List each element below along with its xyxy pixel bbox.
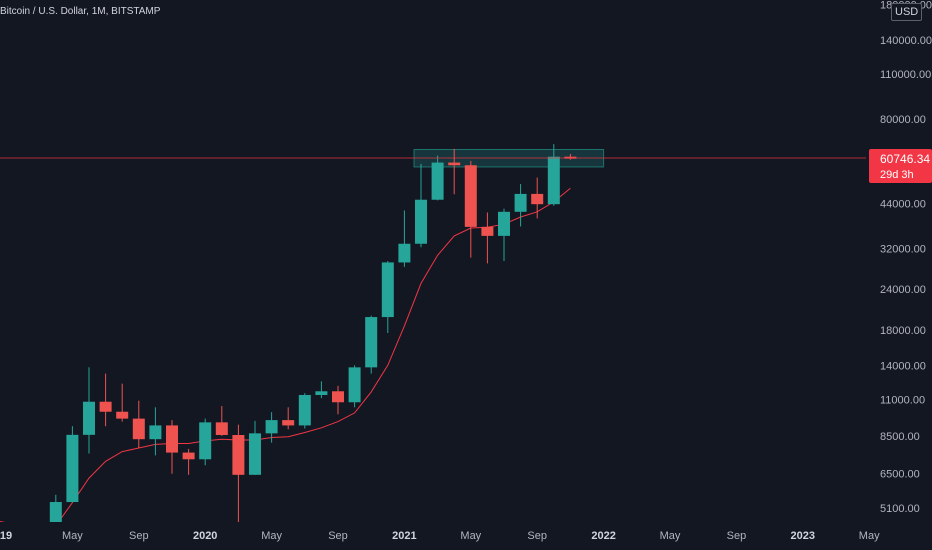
candle[interactable] <box>464 160 477 258</box>
candle[interactable] <box>547 144 560 206</box>
y-tick-label: 24000.00 <box>880 284 926 296</box>
y-tick-label: 14000.00 <box>880 360 926 372</box>
x-tick-label: 2021 <box>392 530 416 542</box>
candle[interactable] <box>498 208 510 261</box>
candle-body <box>232 434 245 475</box>
candle-body <box>531 193 544 205</box>
x-tick-label: May <box>261 530 282 542</box>
candle-body <box>332 391 344 403</box>
candle[interactable] <box>265 412 278 443</box>
candle[interactable] <box>199 418 212 466</box>
symbol-title: Bitcoin / U.S. Dollar, 1M, BITSTAMP <box>0 6 161 17</box>
y-tick-label: 6500.00 <box>880 469 920 481</box>
candle-body <box>66 434 79 503</box>
candle-body <box>149 425 162 440</box>
candle[interactable] <box>99 373 112 427</box>
candle-body <box>514 193 527 212</box>
x-tick-label: May <box>660 530 681 542</box>
candle[interactable] <box>431 155 444 201</box>
candle-body <box>481 226 494 236</box>
candle[interactable] <box>398 210 411 267</box>
candle-body <box>381 262 394 318</box>
y-tick-label: 140000.00 <box>880 35 932 47</box>
x-tick-label: 2020 <box>193 530 217 542</box>
candle-body <box>431 162 444 200</box>
candle-body <box>415 199 427 244</box>
candle[interactable] <box>448 148 461 195</box>
x-tick-label: May <box>460 530 481 542</box>
candle[interactable] <box>381 260 394 333</box>
candle[interactable] <box>182 448 195 475</box>
y-tick-label: 11000.00 <box>880 394 925 406</box>
candle[interactable] <box>66 426 79 503</box>
candle[interactable] <box>531 177 544 219</box>
candle-body <box>265 420 278 434</box>
candle[interactable] <box>348 365 361 408</box>
y-tick-label: 110000.00 <box>880 69 931 81</box>
x-tick-label: Sep <box>129 530 149 542</box>
candle[interactable] <box>249 420 261 475</box>
x-tick-label: Sep <box>527 530 547 542</box>
y-tick-label: 80000.00 <box>880 114 926 126</box>
candle-body <box>348 367 361 403</box>
candle-body <box>199 422 212 460</box>
candle-body <box>398 243 411 263</box>
last-price-label: 60746.34 29d 3h <box>869 149 932 183</box>
candle-body <box>365 317 378 368</box>
candle-body <box>464 165 477 227</box>
candle[interactable] <box>166 420 178 474</box>
candles <box>33 144 577 550</box>
candle-body <box>282 420 295 426</box>
candle[interactable] <box>232 424 245 526</box>
x-axis-panel[interactable] <box>0 522 866 550</box>
candle-body <box>298 394 311 426</box>
candle-body <box>116 411 129 419</box>
candle[interactable] <box>116 383 129 422</box>
candle-body <box>448 162 461 166</box>
y-tick-label: 8500.00 <box>880 431 920 443</box>
x-tick-label: 2022 <box>591 530 615 542</box>
candle[interactable] <box>215 405 228 436</box>
candle[interactable] <box>298 393 311 429</box>
candle[interactable] <box>332 385 344 415</box>
moving-average-line <box>0 187 571 530</box>
candle-body <box>83 401 95 435</box>
candle-body <box>249 433 261 475</box>
x-axis: 19 May Sep 2020 May Sep 2021 May Sep 2022 May Sep 20… <box>0 530 880 542</box>
x-tick-label: Sep <box>727 530 747 542</box>
currency-button[interactable]: USD <box>891 3 923 21</box>
candle[interactable] <box>149 407 162 456</box>
candle[interactable] <box>514 184 527 227</box>
y-tick-label: 18000.00 <box>880 325 926 337</box>
candle[interactable] <box>365 315 378 374</box>
candle[interactable] <box>481 212 494 264</box>
x-tick-label: May <box>859 530 880 542</box>
y-tick-label: 5100.00 <box>880 503 920 515</box>
x-tick-label: 19 <box>0 530 12 542</box>
x-tick-label: Sep <box>328 530 348 542</box>
candle[interactable] <box>415 163 427 248</box>
candle-body <box>166 425 178 453</box>
candle-body <box>99 401 112 412</box>
y-tick-label: 32000.00 <box>880 244 926 256</box>
candle-body <box>215 422 228 435</box>
candle-body <box>182 452 195 460</box>
candle[interactable] <box>282 407 295 430</box>
y-axis-panel[interactable] <box>866 0 932 550</box>
candle[interactable] <box>132 400 145 448</box>
candle-body <box>547 156 560 205</box>
last-price-value: 60746.34 <box>880 152 930 166</box>
candle[interactable] <box>315 381 328 399</box>
x-tick-label: May <box>62 530 83 542</box>
last-price-badge <box>869 149 932 183</box>
candle[interactable] <box>83 367 95 454</box>
candle-body <box>315 391 328 395</box>
candle-body <box>132 418 145 440</box>
bar-countdown: 29d 3h <box>880 169 914 181</box>
candle-body <box>498 211 510 236</box>
y-tick-label: 44000.00 <box>880 199 926 211</box>
x-tick-label: 2023 <box>791 530 815 542</box>
